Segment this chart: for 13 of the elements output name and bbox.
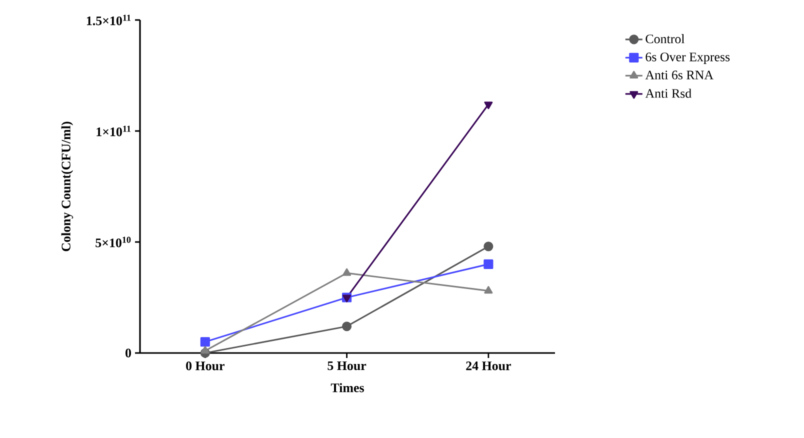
- x-tick-label: 5 Hour: [328, 361, 366, 370]
- x-tick-label: 24 Hour: [466, 362, 511, 370]
- y-tick-label: 5×10$^{10}$: [96, 236, 131, 248]
- legend-label: 6s Over Express: [646, 52, 730, 64]
- y-tick-label: 1×10$^{11}$: [96, 126, 131, 136]
- y-tick-label: 1.5×10$^{11}$: [86, 14, 131, 26]
- legend-label: Anti Rsd: [645, 88, 692, 98]
- legend-label: Control: [646, 34, 685, 44]
- x-axis-title: Times: [330, 383, 364, 392]
- y-tick-label: 0: [126, 348, 132, 358]
- y-axis-title: Colony Count(CFU/ml): [61, 122, 74, 252]
- legend-label: Anti 6s RNA: [645, 70, 714, 80]
- x-tick-label: 0 Hour: [186, 362, 224, 370]
